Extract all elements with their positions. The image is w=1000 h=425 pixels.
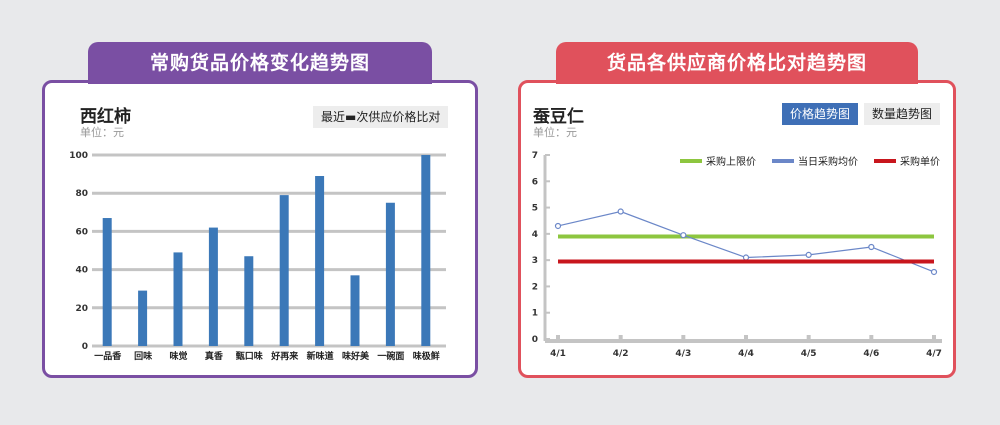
x-category-label: 味觉 — [169, 350, 187, 362]
y-tick-label: 3 — [532, 256, 538, 266]
bar-chart-title: 西红柿 — [80, 107, 131, 127]
x-tick-label: 4/2 — [613, 349, 629, 359]
x-category-label: 回味 — [134, 350, 152, 362]
x-category-label: 味极鲜 — [413, 350, 440, 362]
x-tick-label: 4/3 — [675, 349, 691, 359]
legend-swatch — [772, 159, 794, 163]
x-category-label: 新味道 — [307, 350, 334, 362]
bar-chart-panel — [42, 80, 478, 378]
legend-label: 采购上限价 — [706, 155, 756, 168]
bar — [385, 202, 395, 346]
bar — [138, 290, 148, 346]
x-category-label: 好再来 — [270, 350, 299, 362]
legend-swatch — [874, 159, 896, 163]
bar — [315, 176, 325, 346]
quantity-trend-button[interactable]: 数量趋势图 — [864, 103, 941, 125]
y-tick-label: 4 — [532, 230, 538, 240]
data-point — [868, 243, 875, 251]
line-chart-panel — [518, 80, 956, 378]
bar — [350, 275, 360, 346]
price-trend-button[interactable]: 价格趋势图 — [782, 103, 859, 125]
legend-swatch — [680, 159, 702, 163]
x-category-label: 味好美 — [342, 350, 370, 362]
bar — [279, 195, 289, 346]
bar — [244, 256, 254, 346]
line-chart-tab-title: 货品各供应商价格比对趋势图 — [556, 42, 918, 84]
recent-price-compare-button[interactable]: 最近▬次供应价格比对 — [313, 106, 449, 128]
x-tick-label: 4/7 — [926, 349, 942, 359]
y-tick-label: 20 — [75, 304, 88, 314]
legend-label: 当日采购均价 — [798, 155, 858, 168]
x-tick-label: 4/1 — [550, 349, 566, 359]
data-point — [617, 208, 624, 215]
data-point — [805, 251, 812, 258]
y-tick-label: 100 — [69, 151, 88, 161]
x-category-label: 甄口味 — [236, 350, 263, 362]
data-point — [680, 232, 687, 239]
bar — [208, 227, 218, 346]
y-tick-label: 2 — [532, 282, 538, 292]
bar-chart-tab-title: 常购货品价格变化趋势图 — [88, 42, 432, 84]
y-tick-label: 1 — [532, 309, 538, 319]
y-tick-label: 6 — [532, 177, 538, 187]
y-tick-label: 5 — [532, 204, 538, 214]
line-chart-title: 蚕豆仁 — [533, 107, 584, 127]
y-tick-label: 7 — [532, 151, 538, 161]
x-tick-label: 4/4 — [738, 349, 754, 359]
legend-label: 采购单价 — [900, 155, 940, 168]
bar — [421, 155, 431, 346]
data-point — [930, 268, 938, 276]
data-point — [742, 254, 750, 261]
y-tick-label: 40 — [75, 266, 88, 276]
data-point — [554, 222, 562, 230]
x-category-label: 一碗面 — [377, 350, 404, 362]
x-tick-label: 4/5 — [801, 349, 817, 359]
y-tick-label: 80 — [75, 189, 88, 199]
bar — [173, 252, 183, 346]
x-tick-label: 4/6 — [863, 349, 879, 359]
line-chart-unit: 单位：元 — [533, 126, 577, 139]
bar-chart-unit: 单位：元 — [80, 126, 124, 139]
x-category-label: 一品香 — [94, 350, 122, 362]
y-tick-label: 60 — [75, 227, 88, 237]
bar — [102, 218, 112, 346]
y-tick-label: 0 — [532, 335, 538, 345]
y-tick-label: 0 — [82, 342, 88, 352]
x-category-label: 真香 — [205, 350, 224, 362]
